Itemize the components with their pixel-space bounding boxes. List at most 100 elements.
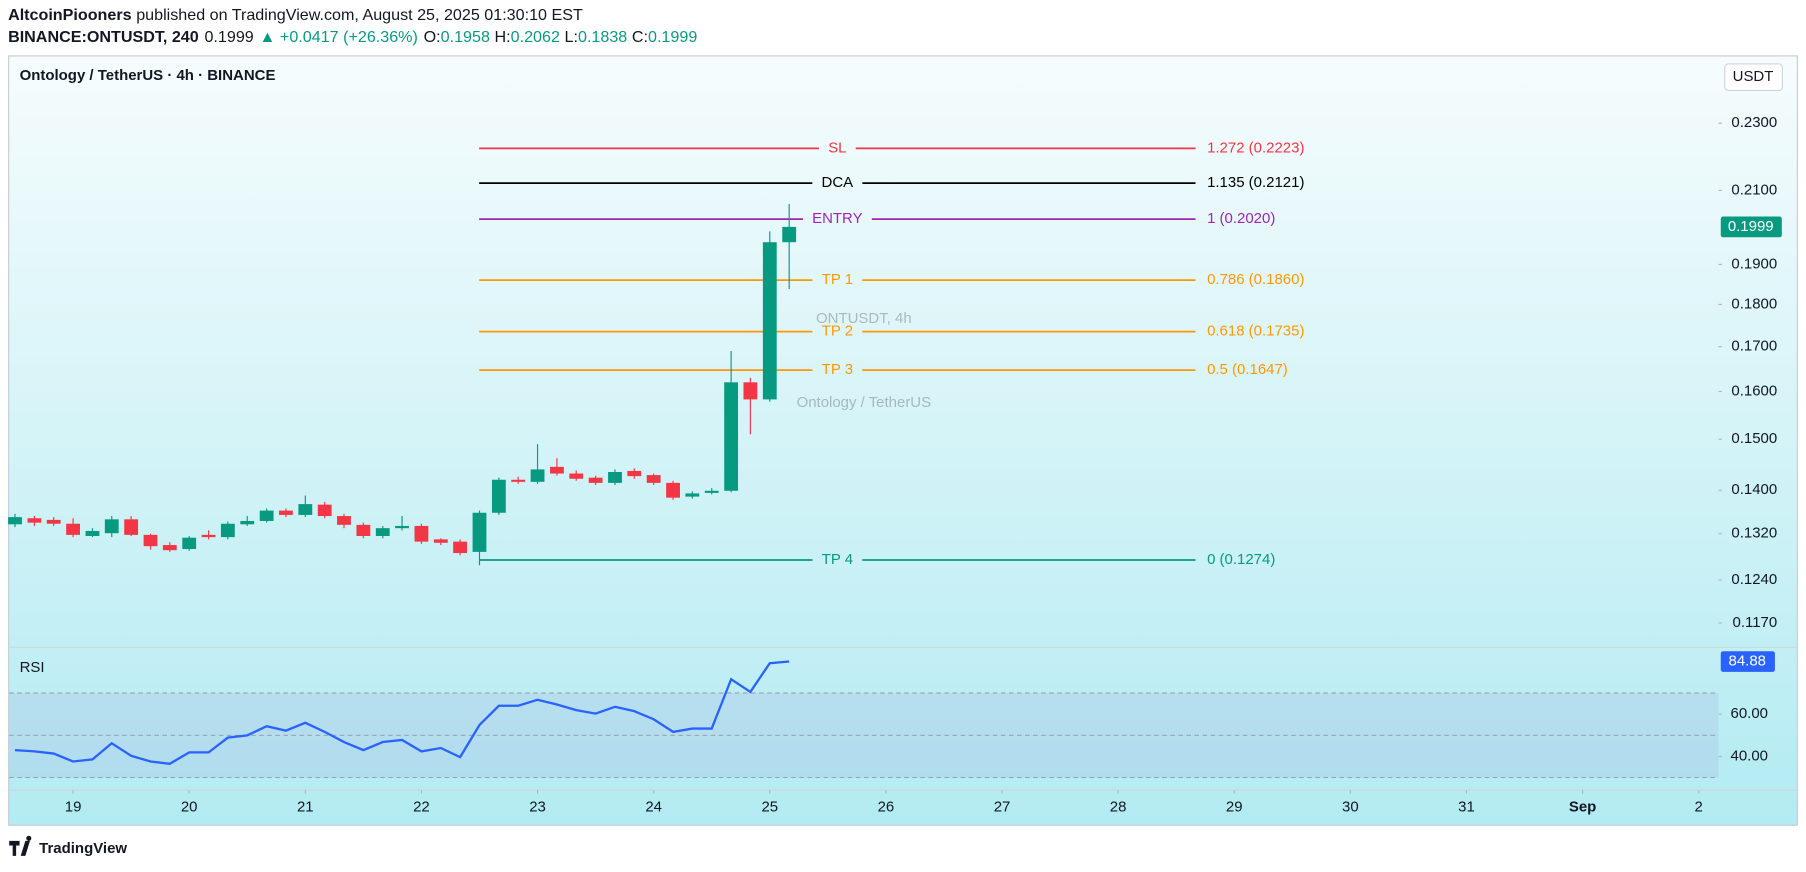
close: 0.1999 [648,28,697,46]
x-tick-label: 25 [761,798,778,815]
h-label: H: [495,28,511,46]
candle-body [124,519,139,535]
last-price: 0.1999 [204,28,253,46]
candle-body [259,510,274,521]
rsi-tick-label: 60.00 [1731,705,1768,722]
x-tick-label: 19 [65,798,82,815]
x-tick-label: 2 [1695,798,1703,815]
y-tick-label: 0.1900 [1731,255,1777,272]
last-price-label: 0.1999 [1728,218,1774,235]
x-tick-label: 23 [529,798,546,815]
candle-body [220,523,235,538]
level-label: 1 (0.2020) [1207,210,1275,227]
candle-body [685,493,700,497]
x-tick-label: Sep [1569,798,1596,815]
level-label: 1.272 (0.2223) [1207,139,1304,156]
level-label: 0 (0.1274) [1207,551,1275,568]
x-tick-label: 30 [1342,798,1359,815]
candle-body [666,482,680,498]
published: published on TradingView.com, August 25,… [136,6,583,24]
candle-body [317,504,332,517]
level-label: 0.618 (0.1735) [1207,323,1304,340]
level-name: TP 4 [822,551,853,568]
candle-body [279,510,293,515]
level-name: TP 3 [822,361,853,378]
candle-body [375,528,390,536]
symbol-line: BINANCE:ONTUSDT, 240 0.1999 ▲ +0.0417 (+26… [8,28,697,46]
candle-body [491,479,506,513]
rsi-last-box [1720,651,1775,672]
candle-body [704,490,719,493]
plot-layer: ONTUSDT, 4h Ontology / TetherUS 0.2300 0.21… [8,114,1782,815]
y-tick-label: 0.2100 [1731,181,1777,198]
rsi-tick-label: 40.00 [1731,747,1768,764]
candle-body [627,470,642,477]
candle-body [104,519,119,534]
low: 0.1838 [578,28,627,46]
candle-body [646,475,661,483]
high: 0.2062 [511,28,560,46]
candle-body [395,525,409,529]
candle-body [530,469,545,482]
candle-body [782,226,797,243]
candle-body [511,479,526,482]
candle-body [472,512,487,552]
chart-frame [8,55,1798,826]
candle-body [414,525,429,542]
candle-body [46,519,61,524]
candle-body [762,242,777,400]
level-label: 1.135 (0.2121) [1207,174,1304,191]
candle-body [453,541,468,554]
brand-logo: TradingView [9,835,127,857]
candle-body [162,545,177,551]
candle-body [743,382,758,400]
last-price-box [1720,216,1782,238]
candle-body [588,477,603,483]
candle-body [550,466,564,474]
candle-body [608,471,622,483]
y-tick-label: 0.2300 [1731,114,1777,131]
x-tick-label: 26 [878,798,895,815]
level-name: DCA [822,174,854,191]
candle-body [201,534,216,538]
y-tick-label: 0.1700 [1731,338,1777,355]
x-tick-label: 20 [181,798,198,815]
c-label: C: [632,28,648,46]
x-tick-label: 22 [413,798,430,815]
level-name: TP 2 [822,323,853,340]
level-label: 0.5 (0.1647) [1207,361,1288,378]
y-tick-label: 0.1320 [1731,525,1777,542]
candle-body [182,537,197,550]
y-tick-label: 0.1240 [1731,571,1777,588]
candle-body [433,539,448,543]
pane-title: Ontology / TetherUS · 4h · BINANCE [20,67,276,84]
watermark-sub: Ontology / TetherUS [797,394,932,411]
candle-body [85,530,100,536]
rsi-title: RSI [20,659,45,676]
y-tick-label: 0.1400 [1731,481,1777,498]
l-label: L: [565,28,578,46]
candle-body [298,504,313,515]
rsi-line [14,660,790,765]
change: ▲ +0.0417 (+26.36%) [260,28,418,46]
rsi-last-label: 84.88 [1729,653,1766,670]
candle-body [66,523,80,535]
level-name: ENTRY [812,210,862,227]
brand: TradingView [39,840,127,857]
y-tick-label: 0.1170 [1733,614,1778,631]
currency-button[interactable] [1724,63,1783,92]
candle-body [569,473,584,479]
header-line: AltcoinPiooners published on TradingView.… [8,6,583,24]
y-tick-label: 0.1800 [1731,295,1777,312]
y-tick-label: 0.1500 [1731,430,1777,447]
x-tick-label: 29 [1226,798,1243,815]
candle-body [724,382,739,491]
level-name: SL [828,139,846,156]
candle-body [143,534,158,547]
y-tick-label: 0.1600 [1731,382,1777,399]
candle-body [337,516,351,525]
currency[interactable]: USDT [1733,68,1774,85]
o-label: O: [424,28,441,46]
x-tick-label: 28 [1110,798,1127,815]
